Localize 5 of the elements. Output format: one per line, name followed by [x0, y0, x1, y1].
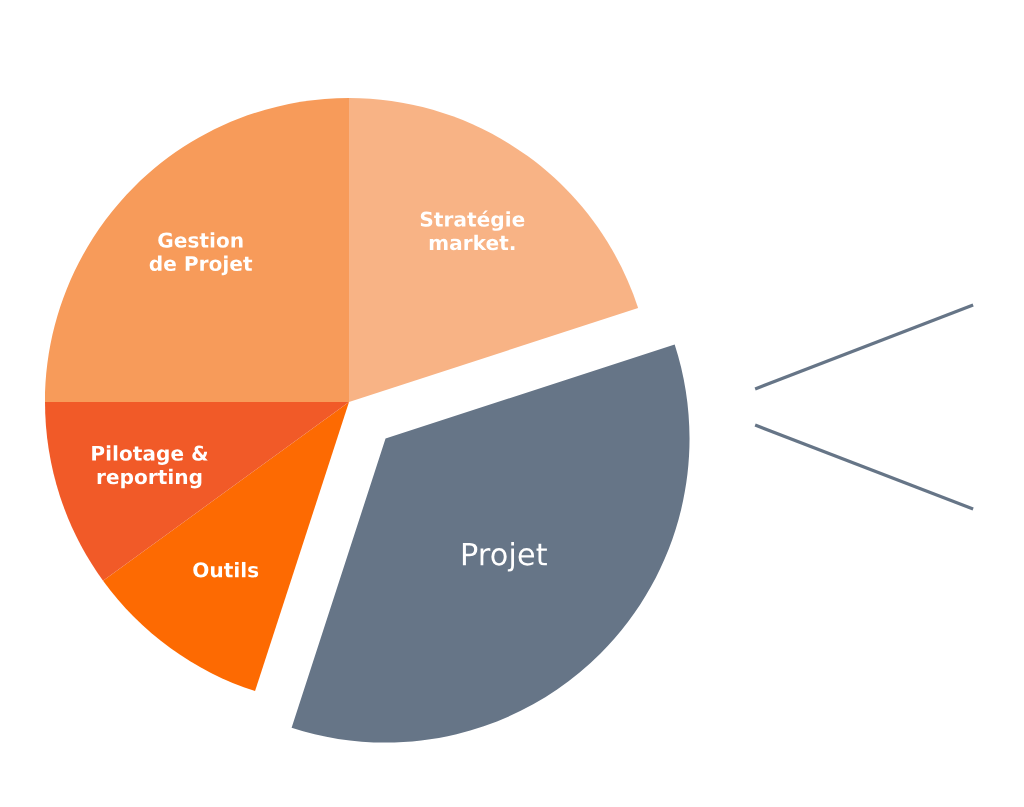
slice-label: Pilotage & reporting	[92, 445, 208, 489]
slice-label: Projet	[462, 541, 547, 572]
slice-label: Gestion de Projet	[149, 232, 253, 276]
slice-label: Stratégie market.	[420, 210, 525, 251]
slice-label: Outils	[193, 561, 259, 578]
